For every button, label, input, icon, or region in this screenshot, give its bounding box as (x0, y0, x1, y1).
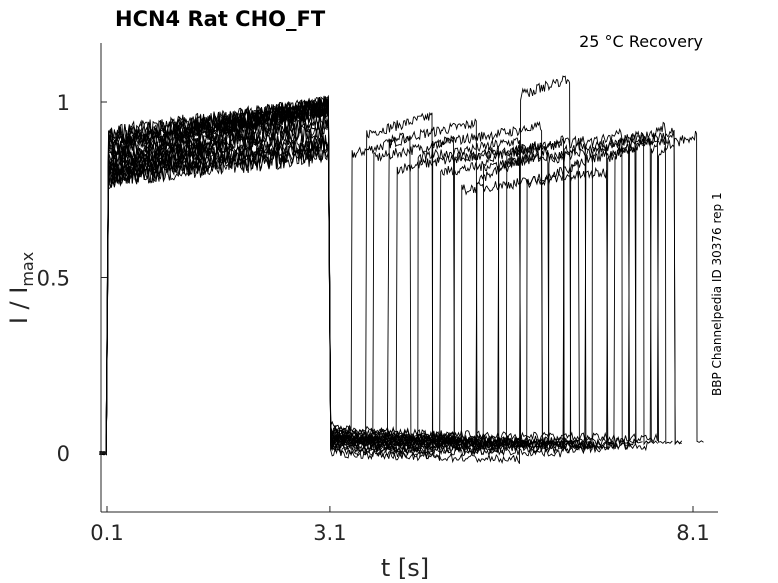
y-tick-label: 0.5 (37, 267, 70, 291)
y-label-main: I / I (5, 287, 33, 325)
sweep-trace (99, 132, 666, 456)
sweep-trace (99, 139, 506, 456)
y-tick-label: 1 (57, 91, 70, 115)
condition-annotation: 25 °C Recovery (579, 32, 703, 51)
y-tick-label: 0 (57, 442, 70, 466)
sweep-trace (99, 134, 528, 455)
y-axis-label: I / Imax (5, 252, 37, 324)
sweep-trace (99, 145, 615, 456)
sweep-trace (99, 75, 578, 465)
source-label: BBP Channelpedia ID 30376 rep 1 (710, 192, 724, 396)
svg-text:I / Imax: I / Imax (5, 252, 37, 324)
sweep-trace (99, 111, 704, 456)
sweep-trace (99, 137, 659, 455)
sweep-trace (99, 97, 683, 455)
sweep-trace (99, 118, 528, 456)
chart-title: HCN4 Rat CHO_FT (115, 7, 326, 31)
x-tick-label: 0.1 (90, 521, 123, 545)
ticks: 0.1 3.1 8.1 0 0.5 1 (37, 91, 710, 545)
sweep-trace (99, 133, 550, 455)
sweep-trace (99, 113, 587, 455)
x-tick-label: 8.1 (676, 521, 709, 545)
y-label-sub: max (18, 252, 37, 287)
x-axis-label: t [s] (381, 554, 429, 582)
x-tick-label: 3.1 (313, 521, 346, 545)
traces (99, 75, 704, 465)
sweep-trace (99, 134, 643, 455)
